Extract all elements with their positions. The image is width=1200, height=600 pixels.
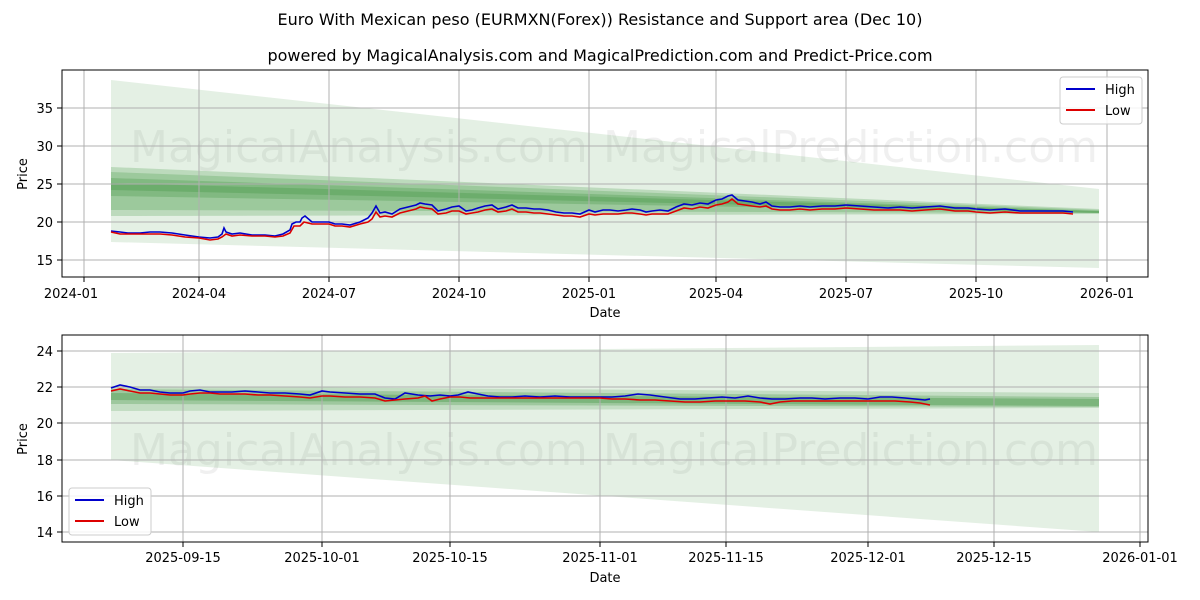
bottom-y-tick: 16 [36,490,53,505]
bottom-plot-frame [61,334,1149,543]
outer-prediction-band [111,80,1099,268]
chart-subtitle: powered by MagicalAnalysis.com and Magic… [267,46,933,65]
bottom-x-tick: 2025-11-15 [688,551,764,566]
top-x-axis-label: Date [589,306,620,321]
bottom-legend: High Low [68,487,152,536]
top-y-tick-marks [57,107,62,261]
resistance-support-band-1 [111,167,1099,216]
bottom-y-tick: 14 [36,526,53,541]
bottom-x-tick: 2025-11-01 [562,551,638,566]
top-y-tick: 15 [36,254,53,269]
bottom-x-tick: 2025-12-01 [830,551,906,566]
high-line-top [110,194,1074,239]
bottom-y-tick: 20 [36,417,53,432]
bottom-y-tick: 18 [36,454,53,469]
bottom-y-tick: 24 [36,345,53,360]
top-plot-frame [61,69,1149,278]
top-x-tick: 2024-07 [302,287,356,302]
bottom-x-tick: 2025-12-15 [956,551,1032,566]
low-line-bottom [110,388,931,406]
top-x-tick: 2025-07 [819,287,873,302]
bottom-x-tick: 2025-09-15 [145,551,221,566]
bottom-gridlines [62,335,1148,542]
chart-title: Euro With Mexican peso (EURMXN(Forex)) R… [277,10,923,29]
watermark-bottom-left: MagicalAnalysis.com [130,425,588,476]
bottom-x-tick-marks [182,542,1141,547]
legend-low-label: Low [114,515,140,530]
bottom-x-tick: 2025-10-01 [284,551,360,566]
top-x-tick: 2024-10 [432,287,486,302]
bottom-x-tick: 2025-10-15 [412,551,488,566]
top-y-tick: 20 [36,216,53,231]
top-x-tick: 2025-10 [949,287,1003,302]
top-legend: High Low [1059,76,1143,125]
high-line-bottom [110,384,931,401]
resistance-support-band-2 [111,172,1099,213]
top-y-tick: 35 [36,102,53,117]
bottom-y-axis-label: Price [16,423,31,455]
bottom-chart: MagicalAnalysis.com MagicalPrediction.co… [16,334,1178,586]
watermark-top-right: MagicalPrediction.com [603,122,1098,173]
top-x-tick: 2024-04 [172,287,226,302]
outer-prediction-band [111,345,1099,532]
legend-low-label: Low [1105,104,1131,119]
legend-high-label: High [114,494,144,509]
top-y-tick: 30 [36,140,53,155]
watermark-bottom-right: MagicalPrediction.com [603,425,1098,476]
top-x-tick: 2026-01 [1080,287,1134,302]
top-y-axis-label: Price [16,158,31,190]
top-chart: MagicalAnalysis.com MagicalPrediction.co… [16,69,1149,321]
top-x-tick: 2025-04 [689,287,743,302]
watermark-top-left: MagicalAnalysis.com [130,122,588,173]
legend-high-label: High [1105,83,1135,98]
bottom-y-tick-marks [57,350,62,533]
top-x-tick: 2024-01 [44,287,98,302]
resistance-support-band-3 [111,178,1099,213]
top-x-tick: 2025-01 [562,287,616,302]
top-y-tick: 25 [36,178,53,193]
top-gridlines [62,70,1148,277]
low-line-top [110,197,1074,241]
bottom-x-axis-label: Date [589,571,620,586]
top-x-tick-marks [83,277,1108,282]
bottom-y-tick: 22 [36,381,53,396]
bottom-x-tick: 2026-01-01 [1102,551,1178,566]
